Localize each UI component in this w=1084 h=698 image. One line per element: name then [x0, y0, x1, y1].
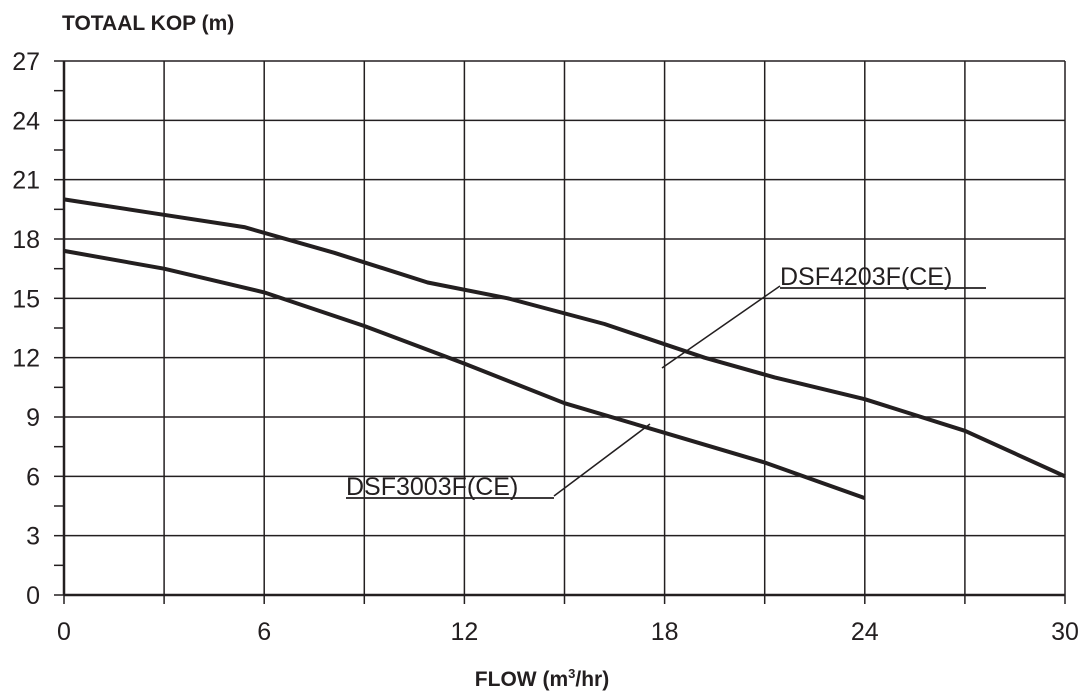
x-axis-unit-suffix: /hr): [575, 668, 610, 691]
grid: [62, 60, 1066, 597]
series-lines: [63, 197, 1066, 500]
x-axis-title-text: FLOW: [474, 668, 537, 691]
tick-labels: 0 3 6 9 12 15 18 21 24 27 0 6 12 18 24 30: [12, 48, 1079, 646]
series-label-1: DSF4203F(CE): [780, 263, 952, 291]
series-label-2: DSF3003F(CE): [346, 473, 518, 501]
y-tick-label: 21: [12, 167, 40, 195]
y-tick-label: 12: [12, 345, 40, 373]
series-labels: DSF4203F(CE) DSF3003F(CE): [346, 263, 986, 501]
y-tick-label: 27: [12, 48, 40, 76]
series-leader-line: [553, 423, 651, 497]
y-tick-label: 3: [26, 523, 40, 551]
y-tick-label: 15: [12, 285, 40, 313]
series-leader-line: [661, 285, 781, 369]
y-tick-label: 24: [12, 107, 40, 135]
series-line-2: [63, 248, 866, 500]
x-tick-label: 6: [257, 618, 271, 646]
x-tick-label: 18: [651, 618, 679, 646]
series-line-1: [63, 197, 1066, 479]
x-tick-label: 12: [450, 618, 478, 646]
x-axis-title: FLOW (m3/hr): [0, 666, 1084, 692]
y-tick-label: 18: [12, 226, 40, 254]
x-tick-label: 0: [57, 618, 71, 646]
x-tick-label: 30: [1051, 618, 1079, 646]
y-axis-title: TOTAAL KOP (m): [62, 12, 235, 35]
y-tick-label: 6: [26, 463, 40, 491]
y-tick-label: 9: [26, 404, 40, 432]
x-axis-unit-exponent: 3: [568, 666, 576, 681]
x-axis-unit-prefix: (m: [542, 668, 569, 691]
y-tick-label: 0: [26, 582, 40, 610]
axis-ticks: [54, 60, 1066, 604]
x-tick-label: 24: [851, 618, 879, 646]
